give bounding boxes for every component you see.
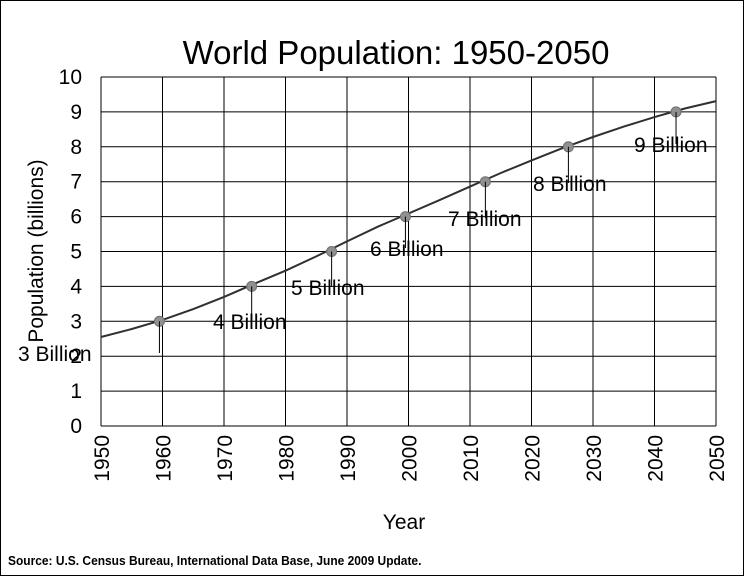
x-tick-label: 2020 xyxy=(522,435,545,482)
milestone-label: 4 Billion xyxy=(213,311,287,334)
milestone-label: 8 Billion xyxy=(533,173,607,196)
source-note: Source: U.S. Census Bureau, Internationa… xyxy=(8,553,421,568)
x-tick-label: 2030 xyxy=(583,435,606,482)
x-tick-label: 1990 xyxy=(337,435,360,482)
y-tick-label: 5 xyxy=(70,241,82,264)
milestone-label: 7 Billion xyxy=(448,208,522,231)
x-tick-label: 1980 xyxy=(276,435,299,482)
milestone-label: 9 Billion xyxy=(634,134,708,157)
x-tick-label: 1960 xyxy=(153,435,176,482)
milestone-label: 3 Billion xyxy=(18,343,92,366)
milestone-label: 5 Billion xyxy=(291,277,365,300)
x-tick-label: 2040 xyxy=(645,435,668,482)
chart-title: World Population: 1950-2050 xyxy=(183,34,610,71)
x-tick-label: 1970 xyxy=(214,435,237,482)
population-chart: World Population: 1950-2050 1950 1960 1970… xyxy=(1,1,743,551)
milestone-label: 6 Billion xyxy=(370,238,444,261)
y-tick-label: 8 xyxy=(70,136,82,159)
x-tick-label: 1950 xyxy=(91,435,114,482)
y-tick-label: 9 xyxy=(70,101,82,124)
y-tick-label: 6 xyxy=(70,206,82,229)
x-tick-label: 2010 xyxy=(460,435,483,482)
y-axis-label: Population (billions) xyxy=(25,159,48,342)
y-tick-label: 0 xyxy=(70,415,82,438)
y-tick-label: 7 xyxy=(70,171,82,194)
y-tick-label: 3 xyxy=(70,310,82,333)
x-tick-labels: 1950 1960 1970 1980 1990 2000 2010 2020 2030 2040… xyxy=(91,435,729,482)
y-tick-label: 4 xyxy=(70,275,82,298)
x-axis-label: Year xyxy=(383,511,425,534)
x-tick-label: 2050 xyxy=(706,435,729,482)
x-tick-label: 2000 xyxy=(399,435,422,482)
y-tick-label: 10 xyxy=(59,66,82,89)
y-tick-label: 1 xyxy=(70,380,82,403)
